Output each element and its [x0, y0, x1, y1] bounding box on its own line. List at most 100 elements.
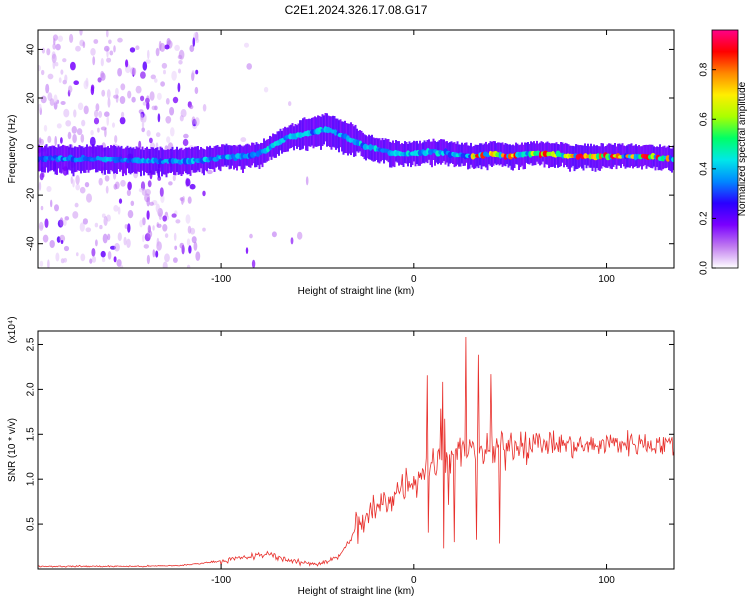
- colorbar-tick-label: 0.6: [699, 112, 710, 126]
- spectrogram-speckle: [74, 202, 79, 208]
- spectrogram-band: [197, 146, 199, 171]
- spectrogram-speckle: [158, 212, 162, 221]
- spectrogram-speckle: [46, 186, 52, 192]
- spectrogram-speckle: [173, 257, 178, 263]
- spectrogram-speckle: [124, 224, 128, 229]
- spectrogram-speckle: [99, 224, 103, 230]
- spectrogram-speckle: [44, 218, 49, 228]
- spectrogram-speckle: [145, 59, 151, 64]
- x-tick-label: 100: [598, 575, 615, 586]
- spectrogram-speckle: [191, 236, 197, 244]
- spectrogram-speckle: [40, 205, 44, 211]
- spectrogram-speckle: [63, 219, 67, 227]
- spectrogram-speckle: [67, 131, 72, 140]
- spectrogram-speckle: [139, 219, 143, 228]
- colorbar-frame: [711, 29, 739, 269]
- spectrogram-speckle: [72, 211, 79, 219]
- y-tick-label: 2.5: [26, 337, 37, 351]
- spectrogram-speckle: [113, 94, 119, 99]
- spectrogram-speckle: [179, 242, 185, 249]
- spectrogram-speckle: [120, 264, 124, 268]
- spectrogram-band: [200, 147, 202, 169]
- spectrogram-band: [470, 142, 472, 165]
- spectrogram-ridge-cell: [621, 154, 625, 159]
- spectrogram-speckle: [117, 206, 121, 215]
- spectrogram-speckle: [186, 264, 191, 268]
- spectrogram-speckle: [62, 58, 67, 63]
- spectrogram-speckle: [45, 83, 50, 94]
- spectrogram-speckle: [135, 85, 142, 94]
- spectrogram-speckle: [126, 189, 131, 196]
- spectrogram-speckle: [90, 129, 94, 136]
- spectrogram-speckle: [175, 219, 181, 224]
- spectrogram-band: [486, 144, 489, 171]
- spectrogram-speckle: [164, 233, 169, 239]
- spectrogram-speckle: [91, 248, 96, 257]
- spectrogram-band: [561, 142, 564, 163]
- spectrogram-band: [287, 127, 289, 152]
- spectrogram-speckle: [113, 183, 118, 190]
- spectrogram-marks: [38, 30, 674, 268]
- spectrogram-speckle: [79, 30, 83, 36]
- spectrogram-speckle: [202, 104, 207, 112]
- spectrogram-speckle: [59, 217, 64, 227]
- spectrogram-speckle: [142, 217, 146, 226]
- x-tick-label: 100: [598, 274, 615, 285]
- spectrogram-speckle: [149, 137, 153, 144]
- spectrogram-speckle: [80, 253, 86, 262]
- spectrogram-speckle: [97, 77, 102, 83]
- spectrogram-speckle: [121, 111, 125, 118]
- spectrogram-speckle: [54, 135, 57, 146]
- spectrogram-speckle: [114, 135, 118, 144]
- spectrogram-speckle: [159, 187, 164, 197]
- spectrogram-speckle: [186, 238, 191, 246]
- spectrogram-speckle: [164, 44, 170, 50]
- spectrogram-speckle: [132, 67, 137, 76]
- spectrogram-speckle: [171, 70, 177, 81]
- spectrogram-band: [573, 146, 576, 172]
- spectrogram-speckle: [72, 133, 77, 144]
- spectrogram-speckle: [64, 74, 68, 83]
- spectrogram-speckle: [127, 90, 132, 99]
- spectrogram-speckle: [142, 101, 147, 106]
- spectrogram-band: [54, 147, 57, 175]
- spectrogram-speckle: [172, 174, 176, 182]
- spectrogram-speckle: [127, 210, 134, 219]
- spectrogram-speckle: [159, 42, 166, 52]
- spectrogram-speckle: [63, 257, 68, 263]
- spectrogram-speckle: [82, 218, 88, 225]
- spectrogram-speckle: [146, 101, 150, 110]
- spectrogram-speckle: [104, 175, 110, 182]
- spectrogram-speckle: [72, 179, 75, 188]
- spectrogram-speckle: [245, 247, 249, 255]
- spectrogram-speckle: [155, 47, 160, 57]
- spectrogram-band: [320, 116, 322, 150]
- spectrogram-panel: -100 0 100 -40 -20 0 20 40 Height of straight l…: [7, 29, 675, 297]
- x-tick-label: 0: [411, 575, 417, 586]
- spectrogram-speckle: [55, 252, 60, 262]
- spectrogram-speckle: [249, 233, 253, 239]
- spectrogram-speckle: [64, 216, 70, 221]
- spectrogram-speckle: [63, 245, 70, 252]
- spectrogram-speckle: [113, 205, 119, 212]
- spectrogram-speckle: [73, 80, 79, 85]
- spectrogram-speckle: [177, 82, 181, 93]
- spectrogram-speckle: [116, 259, 122, 267]
- spectrogram-speckle: [117, 67, 122, 77]
- x-tick-label: -100: [211, 274, 231, 285]
- colorbar: 0.0 0.2 0.4 0.6 0.8 Normalized spectral ampl…: [699, 29, 748, 275]
- y-tick-label: -40: [26, 236, 37, 251]
- spectrogram-speckle: [149, 201, 154, 206]
- spectrogram-speckle: [125, 59, 129, 68]
- spectrogram-speckle: [157, 92, 162, 101]
- spectrogram-band: [45, 144, 48, 168]
- spectrogram-speckle: [120, 179, 126, 187]
- y-tick-label: 1.0: [26, 472, 37, 486]
- spectrogram-speckle: [102, 233, 108, 244]
- spectrogram-speckle: [182, 138, 189, 147]
- spectrogram-speckle: [106, 115, 109, 126]
- spectrogram-speckle: [98, 110, 103, 118]
- spectrogram-band: [569, 145, 571, 172]
- spectrogram-speckle: [117, 37, 123, 43]
